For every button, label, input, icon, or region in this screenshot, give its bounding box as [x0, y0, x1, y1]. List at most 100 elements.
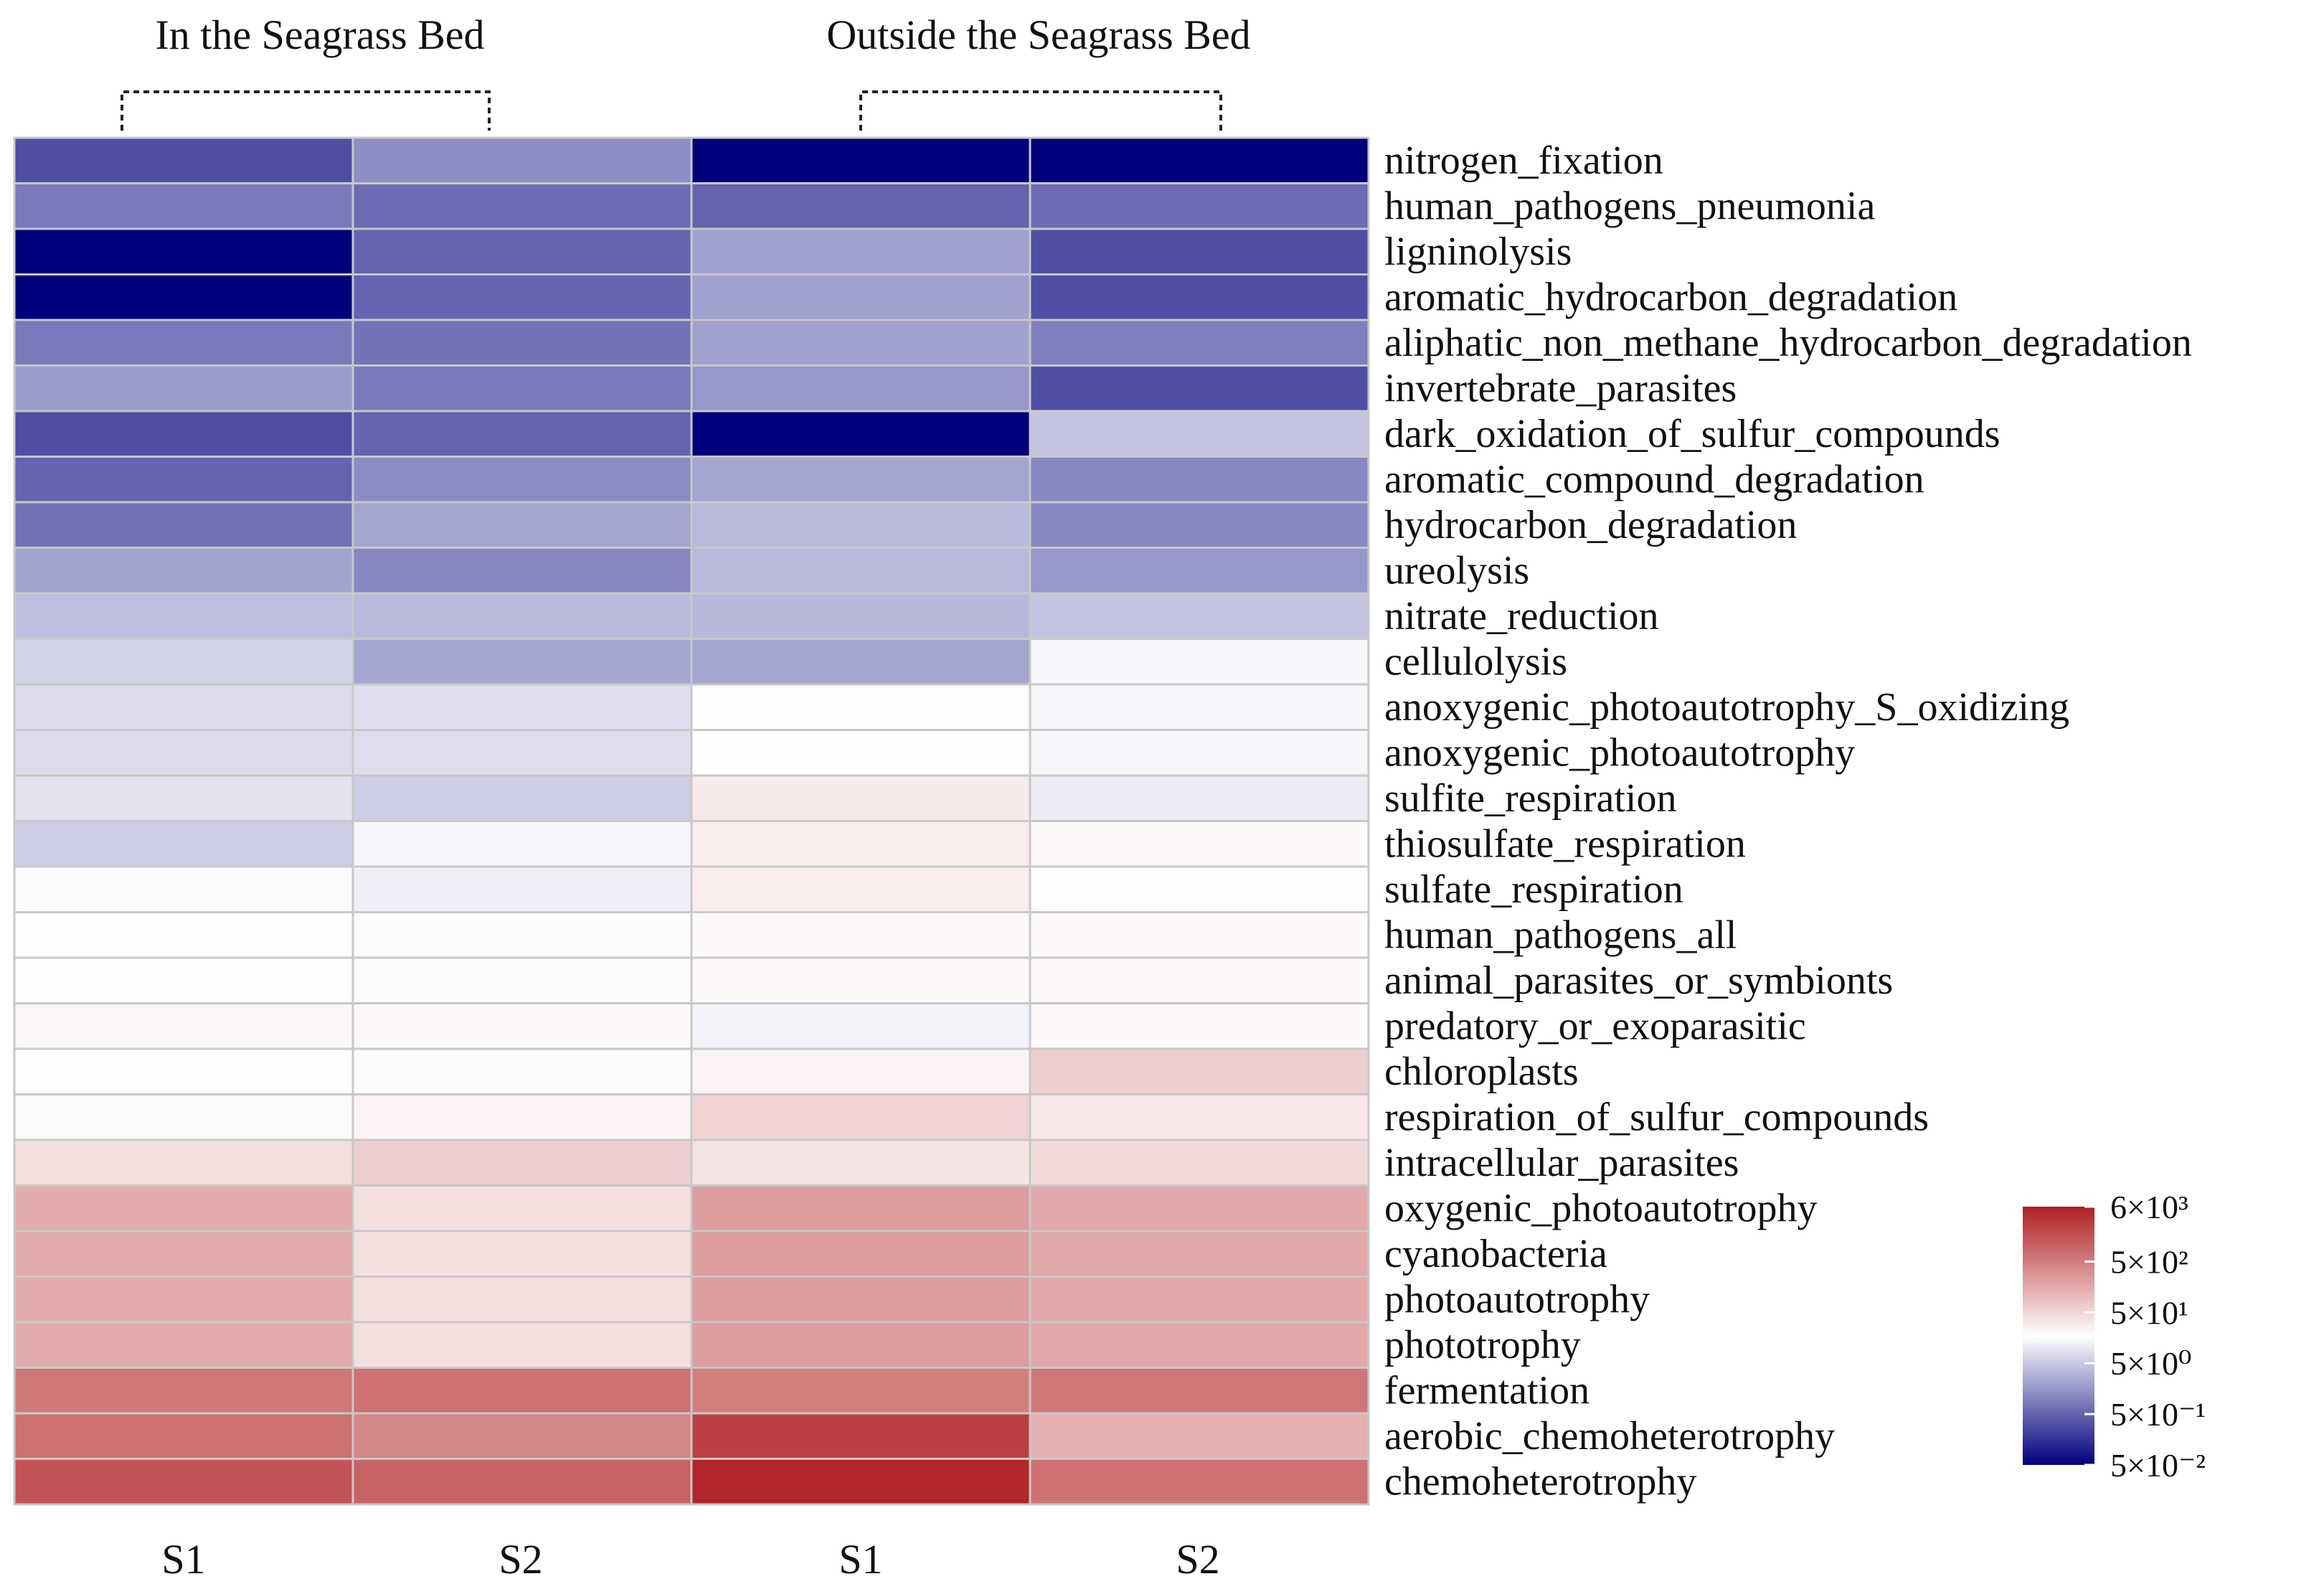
- heatmap-cell-intracellular-parasites-col2: [351, 1138, 693, 1187]
- heatmap-cell-nitrate-reduction-col3: [690, 592, 1031, 640]
- row-label-nitrate-reduction: nitrate_reduction: [1384, 594, 1659, 638]
- row-label-aliphatic-non-methane-hydrocarbon-degradation: aliphatic_non_methane_hydrocarbon_degrad…: [1384, 321, 2192, 365]
- heatmap-cell-aerobic-chemoheterotrophy-col3: [690, 1412, 1031, 1460]
- heatmap-cell-respiration-of-sulfur-compounds-col2: [351, 1093, 693, 1141]
- row-label-animal-parasites-or-symbionts: animal_parasites_or_symbionts: [1384, 958, 1893, 1003]
- heatmap-cell-hydrocarbon-degradation-col2: [351, 501, 693, 549]
- heatmap-cell-hydrocarbon-degradation-col3: [690, 501, 1031, 549]
- row-label-nitrogen-fixation: nitrogen_fixation: [1384, 138, 1663, 183]
- heatmap-cell-anoxygenic-photoautotrophy-s-oxidizing-col3: [690, 683, 1031, 731]
- heatmap-cell-aromatic-compound-degradation-col1: [13, 456, 354, 504]
- heatmap-cell-anoxygenic-photoautotrophy-s-oxidizing-col2: [351, 683, 693, 731]
- column-label-1: S1: [161, 1536, 205, 1583]
- heatmap-cell-sulfite-respiration-col1: [13, 774, 354, 822]
- heatmap-cell-sulfate-respiration-col1: [13, 865, 354, 913]
- heatmap-cell-anoxygenic-photoautotrophy-col3: [690, 729, 1031, 777]
- row-label-ureolysis: ureolysis: [1384, 548, 1529, 593]
- heatmap-cell-human-pathogens-pneumonia-col3: [690, 182, 1031, 230]
- heatmap-cell-intracellular-parasites-col4: [1029, 1138, 1370, 1187]
- row-label-dark-oxidation-of-sulfur-compounds: dark_oxidation_of_sulfur_compounds: [1384, 412, 2001, 456]
- row-label-sulfite-respiration: sulfite_respiration: [1384, 776, 1676, 821]
- row-label-invertebrate-parasites: invertebrate_parasites: [1384, 366, 1737, 410]
- heatmap-cell-animal-parasites-or-symbionts-col4: [1029, 956, 1370, 1004]
- heatmap-cell-aromatic-hydrocarbon-degradation-col3: [690, 273, 1031, 321]
- heatmap-cell-invertebrate-parasites-col1: [13, 364, 354, 412]
- heatmap-cell-cyanobacteria-col3: [690, 1230, 1031, 1278]
- column-label-2: S2: [499, 1536, 542, 1583]
- heatmap-cell-oxygenic-photoautotrophy-col3: [690, 1184, 1031, 1232]
- heatmap-cell-aliphatic-non-methane-hydrocarbon-degradation-col1: [13, 319, 354, 367]
- heatmap-cell-chloroplasts-col1: [13, 1047, 354, 1095]
- group-label-in-the-seagrass-bed: In the Seagrass Bed: [155, 11, 484, 58]
- group-label-outside-the-seagrass-bed: Outside the Seagrass Bed: [826, 11, 1250, 58]
- legend-tick-label-2: 5×10²: [2110, 1243, 2188, 1280]
- row-label-anoxygenic-photoautotrophy: anoxygenic_photoautotrophy: [1384, 730, 1855, 775]
- heatmap-cell-thiosulfate-respiration-col1: [13, 820, 354, 868]
- heatmap-cell-nitrogen-fixation-col1: [13, 136, 354, 184]
- heatmap-cell-phototrophy-col3: [690, 1321, 1031, 1369]
- heatmap-cell-aerobic-chemoheterotrophy-col2: [351, 1412, 693, 1460]
- heatmap-cell-hydrocarbon-degradation-col1: [13, 501, 354, 549]
- heatmap-cell-oxygenic-photoautotrophy-col4: [1029, 1184, 1370, 1232]
- heatmap-cell-aliphatic-non-methane-hydrocarbon-degradation-col3: [690, 319, 1031, 367]
- heatmap-cell-ligninolysis-col2: [351, 227, 693, 275]
- heatmap-cell-animal-parasites-or-symbionts-col1: [13, 956, 354, 1004]
- heatmap-cell-nitrate-reduction-col2: [351, 592, 693, 640]
- heatmap-cell-intracellular-parasites-col1: [13, 1138, 354, 1187]
- heatmap-cell-animal-parasites-or-symbionts-col3: [690, 956, 1031, 1004]
- legend-tick-label-3: 5×10¹: [2110, 1294, 2188, 1331]
- heatmap-cell-phototrophy-col4: [1029, 1321, 1370, 1369]
- heatmap-cell-photoautotrophy-col3: [690, 1276, 1031, 1324]
- heatmap-cell-animal-parasites-or-symbionts-col2: [351, 956, 693, 1004]
- heatmap-cell-thiosulfate-respiration-col4: [1029, 820, 1370, 868]
- heatmap-cell-cyanobacteria-col4: [1029, 1230, 1370, 1278]
- heatmap-cell-anoxygenic-photoautotrophy-col4: [1029, 729, 1370, 777]
- heatmap-cell-thiosulfate-respiration-col2: [351, 820, 693, 868]
- row-label-thiosulfate-respiration: thiosulfate_respiration: [1384, 821, 1746, 866]
- heatmap-cell-hydrocarbon-degradation-col4: [1029, 501, 1370, 549]
- heatmap-cell-aromatic-hydrocarbon-degradation-col1: [13, 273, 354, 321]
- legend-tick-label-5: 5×10⁻¹: [2110, 1396, 2206, 1433]
- column-label-3: S1: [839, 1536, 882, 1583]
- column-label-4: S2: [1176, 1536, 1219, 1583]
- row-label-aerobic-chemoheterotrophy: aerobic_chemoheterotrophy: [1384, 1414, 1835, 1458]
- heatmap-cell-ligninolysis-col3: [690, 227, 1031, 275]
- heatmap-cell-cyanobacteria-col2: [351, 1230, 693, 1278]
- heatmap-cell-ligninolysis-col4: [1029, 227, 1370, 275]
- heatmap-cell-chloroplasts-col4: [1029, 1047, 1370, 1095]
- heatmap-cell-respiration-of-sulfur-compounds-col3: [690, 1093, 1031, 1141]
- row-label-oxygenic-photoautotrophy: oxygenic_photoautotrophy: [1384, 1186, 1817, 1230]
- heatmap-cell-chloroplasts-col2: [351, 1047, 693, 1095]
- heatmap-cell-human-pathogens-pneumonia-col2: [351, 182, 693, 230]
- heatmap-cell-nitrate-reduction-col4: [1029, 592, 1370, 640]
- row-label-respiration-of-sulfur-compounds: respiration_of_sulfur_compounds: [1384, 1095, 1929, 1139]
- row-label-sulfate-respiration: sulfate_respiration: [1384, 867, 1683, 912]
- heatmap-cell-oxygenic-photoautotrophy-col1: [13, 1184, 354, 1232]
- row-label-fermentation: fermentation: [1384, 1368, 1590, 1413]
- heatmap-cell-predatory-or-exoparasitic-col1: [13, 1002, 354, 1050]
- legend-colorbar: [2023, 1207, 2094, 1465]
- heatmap-cell-chemoheterotrophy-col1: [13, 1458, 354, 1506]
- heatmap-cell-anoxygenic-photoautotrophy-s-oxidizing-col1: [13, 683, 354, 731]
- heatmap-cell-cellulolysis-col2: [351, 638, 693, 686]
- heatmap-cell-aromatic-compound-degradation-col4: [1029, 456, 1370, 504]
- row-label-cellulolysis: cellulolysis: [1384, 639, 1567, 684]
- heatmap-cell-phototrophy-col1: [13, 1321, 354, 1369]
- heatmap-cell-predatory-or-exoparasitic-col4: [1029, 1002, 1370, 1050]
- heatmap-cell-aliphatic-non-methane-hydrocarbon-degradation-col4: [1029, 319, 1370, 367]
- heatmap-cell-aromatic-hydrocarbon-degradation-col2: [351, 273, 693, 321]
- heatmap-cell-sulfite-respiration-col2: [351, 774, 693, 822]
- heatmap-cell-predatory-or-exoparasitic-col2: [351, 1002, 693, 1050]
- heatmap-cell-cyanobacteria-col1: [13, 1230, 354, 1278]
- color-legend: 6×10³ 5×10² 5×10¹ 5×10⁰ 5×10⁻¹ 5×10⁻²: [2023, 1189, 2206, 1484]
- heatmap-cell-photoautotrophy-col1: [13, 1276, 354, 1324]
- heatmap-cell-phototrophy-col2: [351, 1321, 693, 1369]
- heatmap-cell-intracellular-parasites-col3: [690, 1138, 1031, 1187]
- heatmap-cell-ureolysis-col2: [351, 547, 693, 595]
- heatmap-cell-aerobic-chemoheterotrophy-col1: [13, 1412, 354, 1460]
- heatmap-cell-invertebrate-parasites-col4: [1029, 364, 1370, 412]
- heatmap-cell-ureolysis-col4: [1029, 547, 1370, 595]
- heatmap-cell-chemoheterotrophy-col2: [351, 1458, 693, 1506]
- heatmap-cell-fermentation-col4: [1029, 1367, 1370, 1415]
